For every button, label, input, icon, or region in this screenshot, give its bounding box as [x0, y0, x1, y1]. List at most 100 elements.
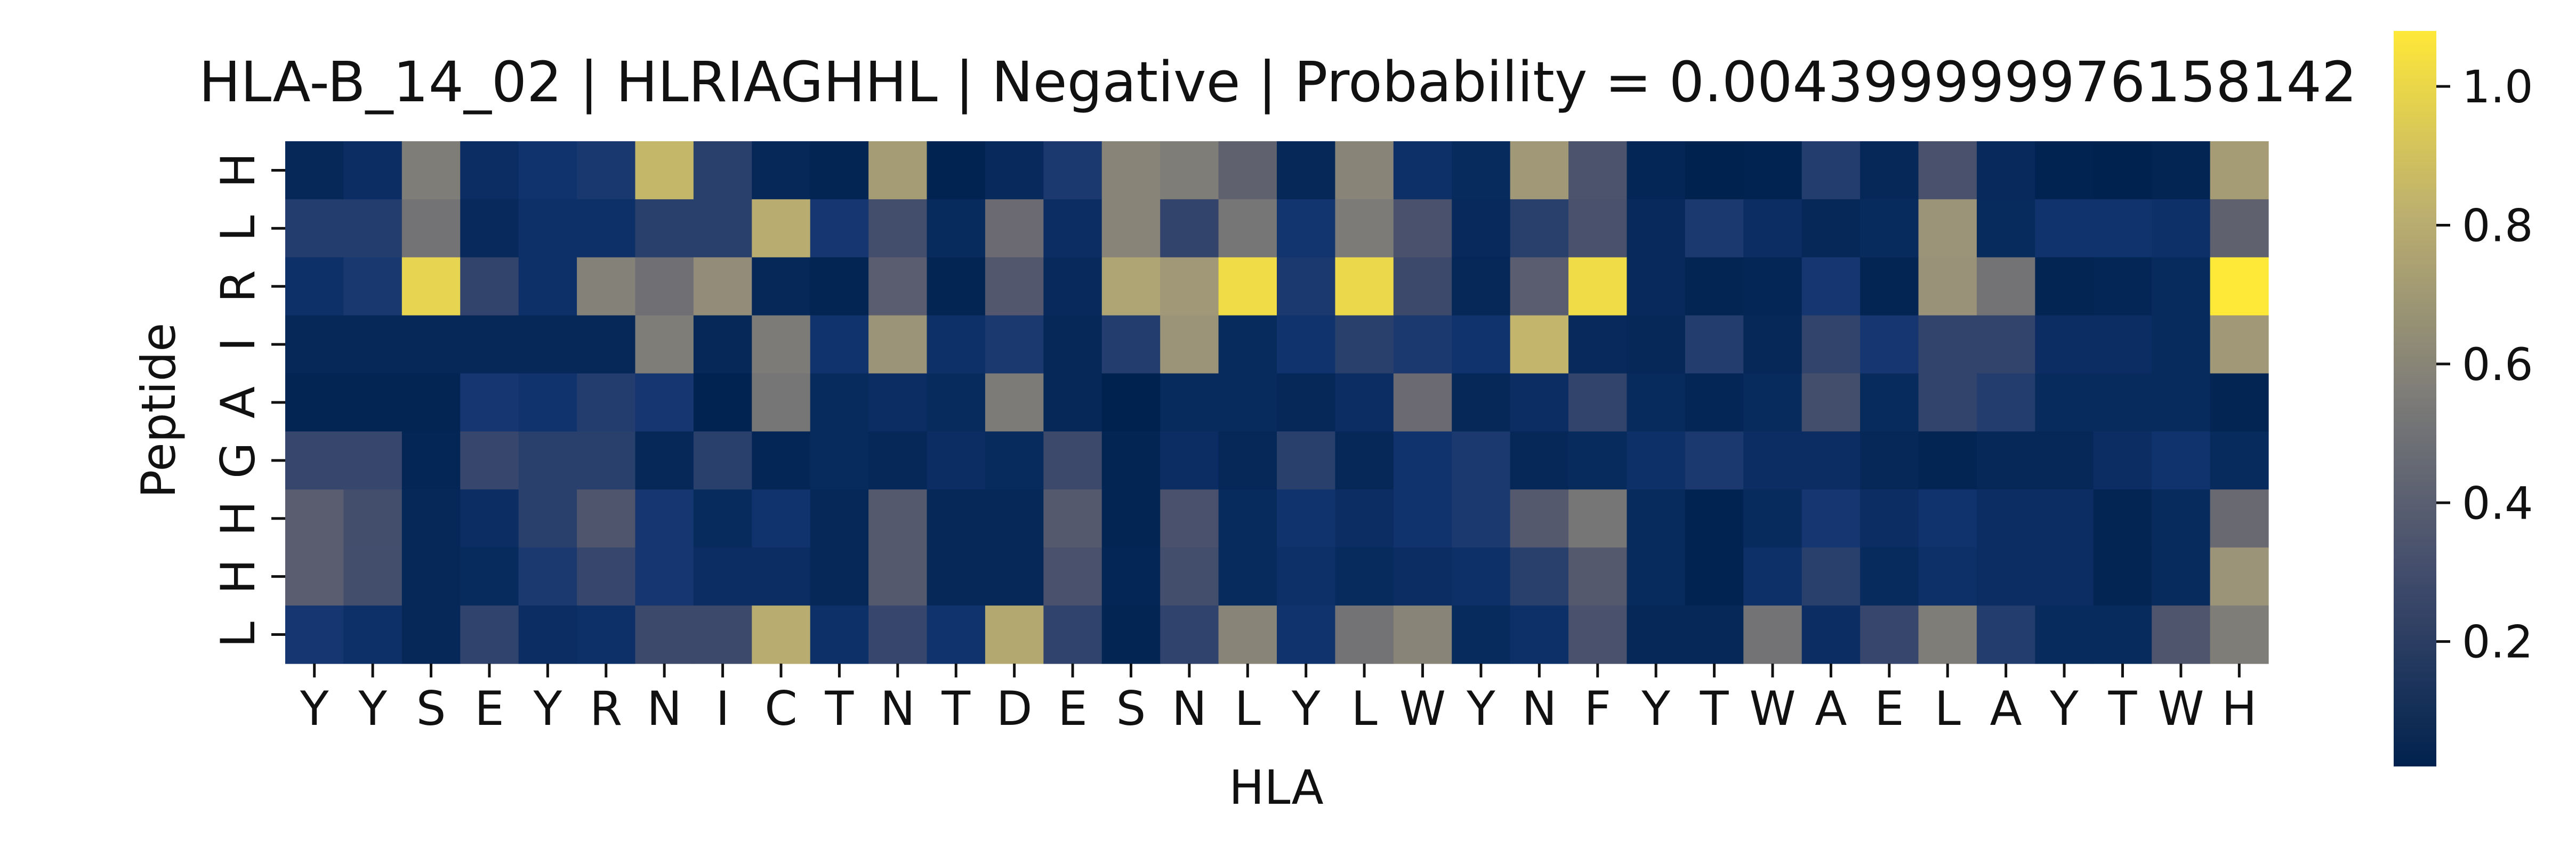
heatmap-cell [810, 373, 869, 432]
heatmap-cell [401, 141, 461, 200]
heatmap-cell [518, 257, 577, 316]
heatmap-cell [2152, 199, 2211, 258]
heatmap-cell [1568, 489, 1628, 548]
heatmap-cell [985, 199, 1044, 258]
heatmap-cell [985, 257, 1044, 316]
colorbar-tick-label: 1.0 [2462, 61, 2533, 113]
heatmap-cell [927, 199, 986, 258]
heatmap-cell [1043, 315, 1102, 374]
heatmap-cell [1393, 257, 1452, 316]
heatmap-cell [1627, 547, 1686, 606]
heatmap-cell [693, 547, 752, 606]
heatmap-cell [1335, 315, 1394, 374]
heatmap-cell [1277, 547, 1336, 606]
x-tick-label: Y [1466, 681, 1495, 736]
heatmap-cell [1277, 489, 1336, 548]
heatmap-cell [1160, 257, 1219, 316]
x-tick-label: Y [300, 681, 329, 736]
heatmap-cell [927, 547, 986, 606]
x-tick-label: N [1522, 681, 1557, 736]
heatmap-cell [1335, 257, 1394, 316]
heatmap-cell [1568, 547, 1628, 606]
heatmap-cell [1277, 315, 1336, 374]
x-tick-label: L [1351, 681, 1378, 736]
heatmap-cell [577, 605, 636, 664]
heatmap-cell [401, 373, 461, 432]
heatmap-cell [343, 547, 402, 606]
heatmap-cell [518, 373, 577, 432]
heatmap-cell [2152, 373, 2211, 432]
heatmap-cell [1101, 141, 1161, 200]
heatmap-cell [752, 141, 811, 200]
heatmap-cell [693, 489, 752, 548]
heatmap-cell [1743, 257, 1802, 316]
heatmap-cell [1218, 547, 1277, 606]
heatmap-cell [985, 141, 1044, 200]
heatmap-cell [2152, 547, 2211, 606]
heatmap-cell [518, 315, 577, 374]
heatmap-cell [1801, 315, 1861, 374]
heatmap-cell [1627, 315, 1686, 374]
heatmap-cell [1860, 199, 1919, 258]
heatmap-cell [927, 605, 986, 664]
heatmap-cell [1860, 431, 1919, 490]
x-tick-label: N [1172, 681, 1207, 736]
heatmap-cell [1452, 257, 1511, 316]
heatmap-cell [1510, 373, 1569, 432]
y-tick-label: G [211, 442, 265, 479]
heatmap-cell [460, 489, 519, 548]
x-tick-label: L [1935, 681, 1961, 736]
heatmap-cell [1627, 373, 1686, 432]
heatmap-cell [1393, 605, 1452, 664]
heatmap-cell [1976, 199, 2035, 258]
heatmap-cell [752, 431, 811, 490]
heatmap-cell [868, 373, 928, 432]
heatmap-cell [752, 489, 811, 548]
heatmap-cell [2035, 489, 2094, 548]
colorbar-tick-label: 0.2 [2462, 616, 2533, 668]
heatmap-cell [285, 257, 344, 316]
heatmap-cell [1335, 199, 1394, 258]
heatmap-cell [1452, 315, 1511, 374]
heatmap-cell [1043, 373, 1102, 432]
heatmap-cell [2152, 489, 2211, 548]
x-tick-label: N [647, 681, 682, 736]
heatmap-cell [1218, 141, 1277, 200]
heatmap-cell [1510, 315, 1569, 374]
heatmap-cell [2152, 257, 2211, 316]
heatmap-cell [460, 141, 519, 200]
heatmap-cell [518, 605, 577, 664]
heatmap-cell [1393, 373, 1452, 432]
heatmap-cell [343, 141, 402, 200]
heatmap-cell [401, 547, 461, 606]
heatmap-cell [1918, 547, 1977, 606]
heatmap-cell [1685, 257, 1744, 316]
heatmap-cell [1976, 431, 2035, 490]
heatmap-cell [577, 199, 636, 258]
heatmap-cell [2210, 373, 2269, 432]
heatmap-cell [518, 489, 577, 548]
heatmap-cell [635, 373, 694, 432]
heatmap-cell [635, 431, 694, 490]
heatmap-cell [577, 489, 636, 548]
heatmap-cell [1976, 547, 2035, 606]
heatmap-cell [1335, 373, 1394, 432]
heatmap-cell [1860, 315, 1919, 374]
heatmap-cell [1218, 257, 1277, 316]
heatmap-cell [1860, 373, 1919, 432]
x-tick-label: C [764, 681, 797, 736]
heatmap-cell [1452, 431, 1511, 490]
x-tick-label: T [825, 681, 855, 736]
heatmap-cell [1743, 605, 1802, 664]
heatmap-cell [1101, 605, 1161, 664]
heatmap-cell [1160, 431, 1219, 490]
x-axis-label: HLA [1229, 760, 1323, 815]
heatmap-cell [343, 605, 402, 664]
x-tick-label: Y [1291, 681, 1321, 736]
x-tick-label: S [416, 681, 446, 736]
heatmap-cell [343, 315, 402, 374]
heatmap-cell [343, 199, 402, 258]
heatmap-cell [635, 141, 694, 200]
heatmap-cell [1452, 605, 1511, 664]
